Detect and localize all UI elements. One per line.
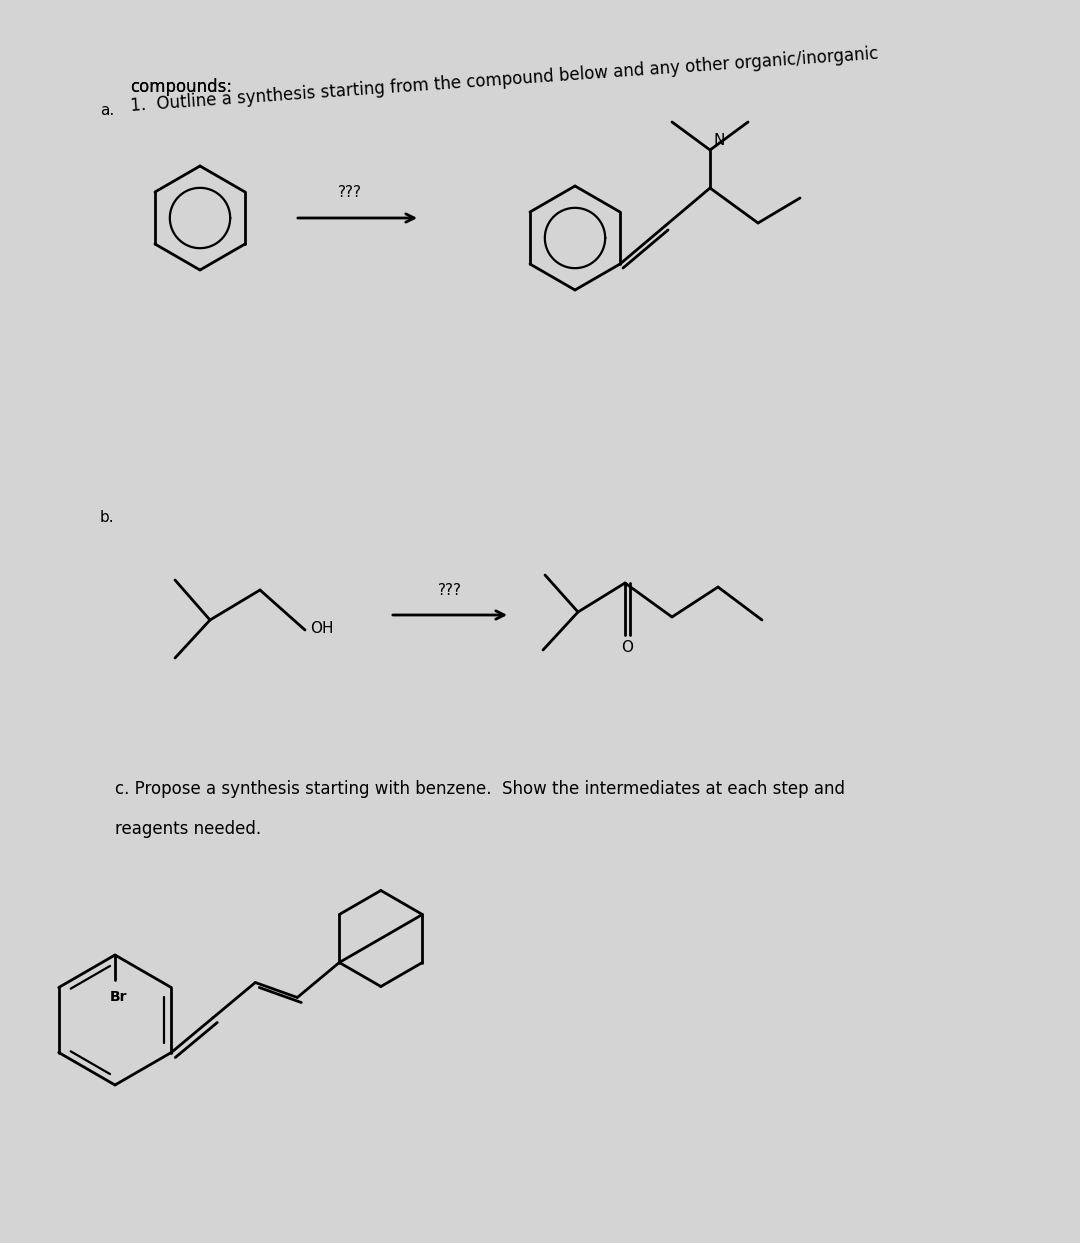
Text: Br: Br <box>110 989 127 1004</box>
Text: ???: ??? <box>338 185 362 200</box>
Text: N: N <box>713 133 725 148</box>
Text: b.: b. <box>100 510 114 525</box>
Text: compounds:: compounds: <box>130 78 232 96</box>
Text: 1.  Outline a synthesis starting from the compound below and any other organic/i: 1. Outline a synthesis starting from the… <box>130 45 879 116</box>
Text: ???: ??? <box>438 583 462 598</box>
Text: c. Propose a synthesis starting with benzene.  Show the intermediates at each st: c. Propose a synthesis starting with ben… <box>114 781 845 798</box>
Text: reagents needed.: reagents needed. <box>114 820 261 838</box>
Text: OH: OH <box>310 620 334 635</box>
Text: compounds:: compounds: <box>130 78 232 96</box>
Text: O: O <box>621 640 633 655</box>
Text: a.: a. <box>100 103 114 118</box>
